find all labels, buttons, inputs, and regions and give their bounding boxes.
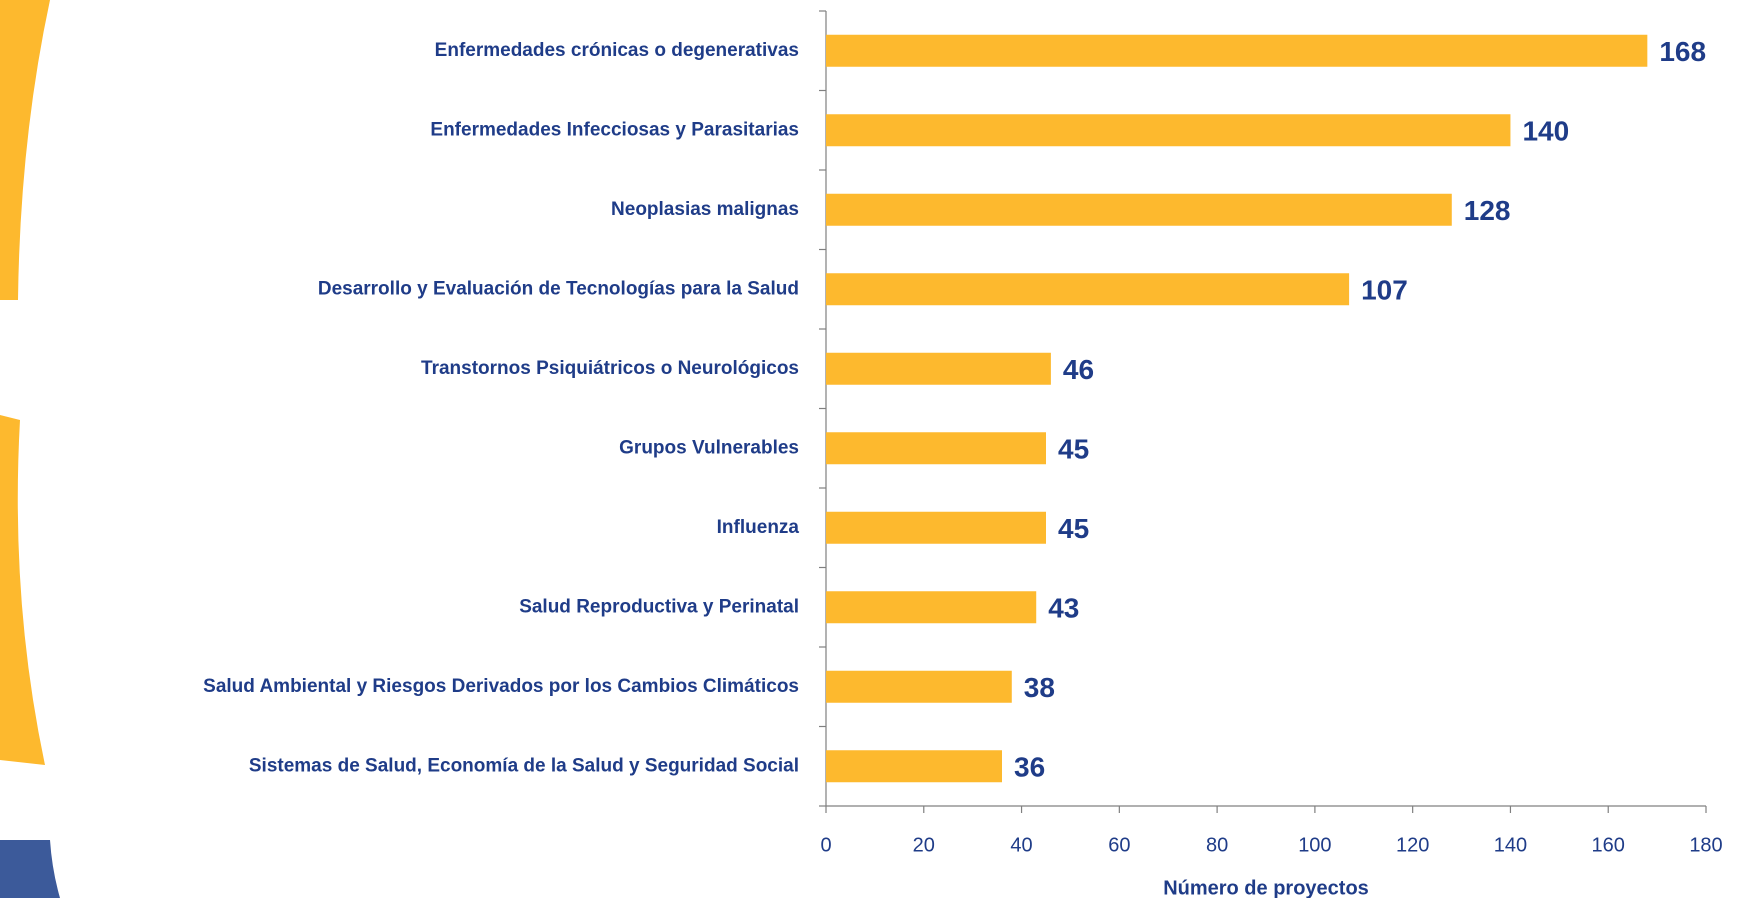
- value-label: 140: [1522, 116, 1569, 147]
- y-tick-label: Enfermedades crónicas o degenerativas: [435, 40, 799, 61]
- x-tick-label: 80: [1206, 834, 1228, 856]
- y-tick-label: Salud Ambiental y Riesgos Derivados por …: [203, 676, 799, 697]
- y-tick-label: Desarrollo y Evaluación de Tecnologías p…: [318, 278, 799, 299]
- bar: [826, 352, 1051, 385]
- x-tick-label: 60: [1108, 834, 1130, 856]
- value-label: 43: [1048, 593, 1079, 624]
- decor-yellow-top: [0, 0, 50, 300]
- x-tick-label: 180: [1689, 834, 1722, 856]
- bar: [826, 432, 1046, 465]
- value-label: 38: [1024, 672, 1055, 703]
- bar: [826, 511, 1046, 544]
- bar: [826, 114, 1511, 147]
- x-tick-label: 160: [1592, 834, 1625, 856]
- value-label: 46: [1063, 354, 1094, 385]
- value-label: 45: [1058, 434, 1089, 465]
- value-label: 168: [1659, 36, 1706, 67]
- value-label: 107: [1361, 275, 1408, 306]
- y-tick-label: Enfermedades Infecciosas y Parasitarias: [430, 119, 799, 140]
- y-tick-label: Transtornos Psiquiátricos o Neurológicos: [421, 358, 799, 379]
- x-tick-label: 120: [1396, 834, 1429, 856]
- x-tick-label: 0: [820, 834, 831, 856]
- x-tick-label: 140: [1494, 834, 1527, 856]
- y-tick-label: Grupos Vulnerables: [619, 437, 799, 458]
- y-tick-label: Influenza: [717, 517, 800, 538]
- bar: [826, 273, 1350, 306]
- value-label: 36: [1014, 752, 1045, 783]
- bar: [826, 750, 1002, 783]
- bar: [826, 193, 1452, 226]
- x-axis-title: Número de proyectos: [1163, 877, 1369, 898]
- bar: [826, 591, 1037, 624]
- bar: [826, 670, 1012, 703]
- decor-blue: [0, 840, 60, 898]
- x-tick-label: 100: [1298, 834, 1331, 856]
- x-tick-label: 20: [913, 834, 935, 856]
- bar: [826, 34, 1648, 67]
- y-tick-label: Sistemas de Salud, Economía de la Salud …: [249, 755, 799, 776]
- value-label: 45: [1058, 513, 1089, 544]
- y-tick-label: Salud Reproductiva y Perinatal: [519, 596, 799, 617]
- x-tick-label: 40: [1010, 834, 1032, 856]
- value-label: 128: [1464, 195, 1511, 226]
- y-tick-label: Neoplasias malignas: [611, 199, 799, 220]
- decor-yellow-bottom: [0, 415, 45, 765]
